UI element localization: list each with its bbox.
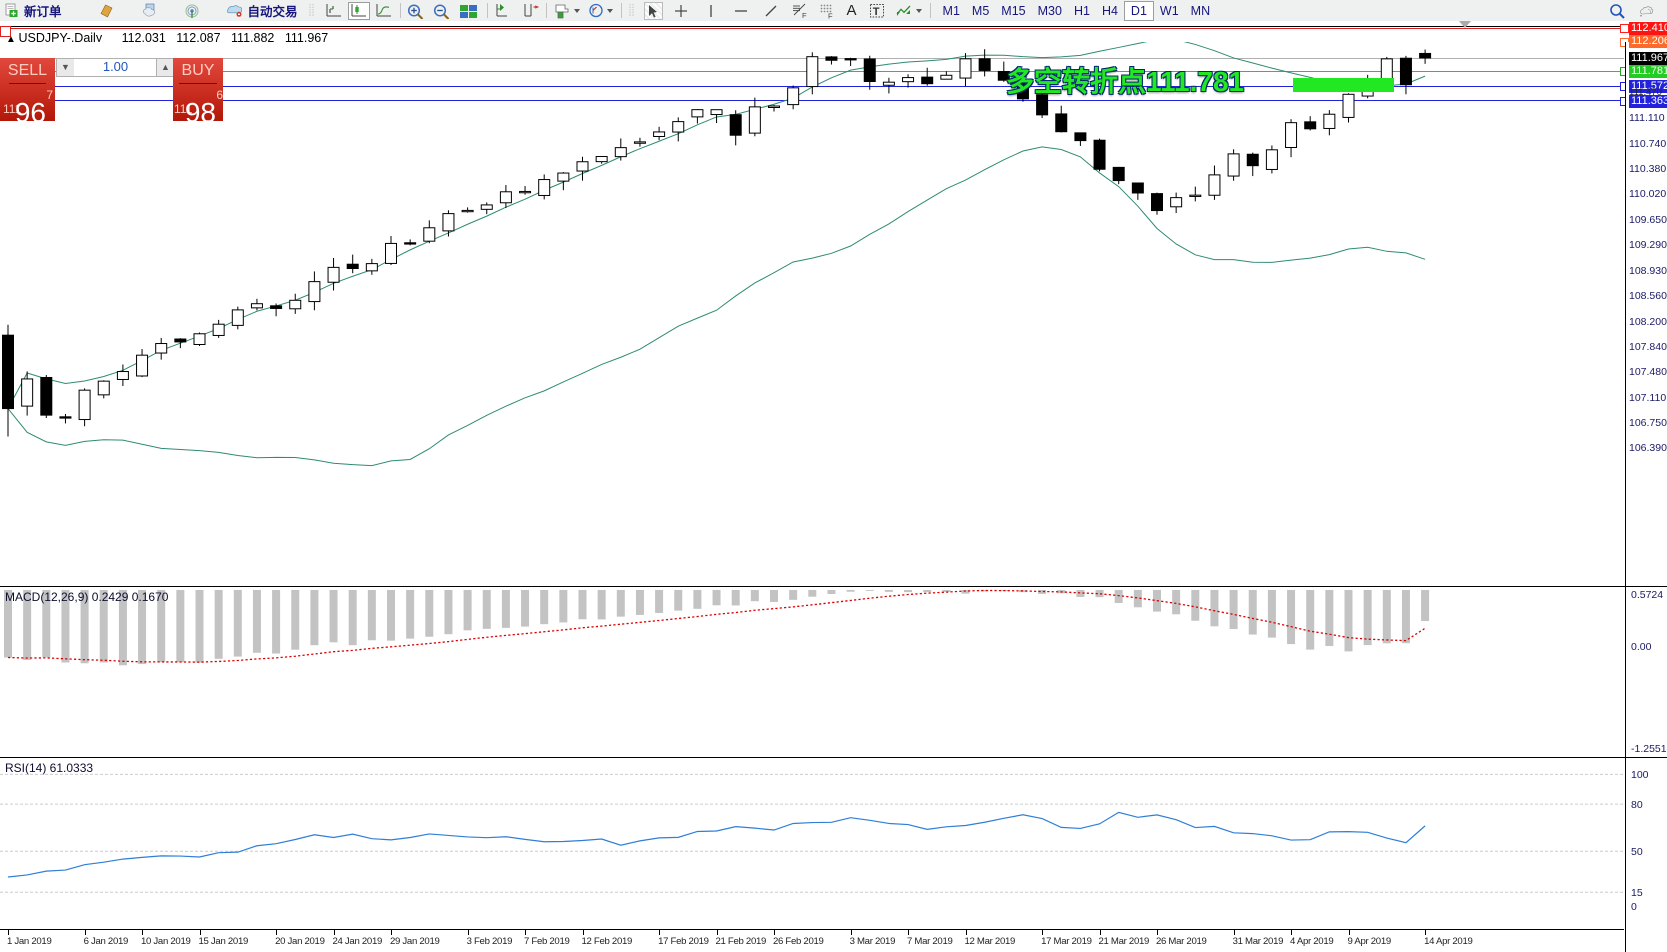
svg-text:F: F	[802, 11, 807, 19]
svg-text:F: F	[828, 11, 833, 19]
svg-text:T: T	[872, 6, 879, 18]
